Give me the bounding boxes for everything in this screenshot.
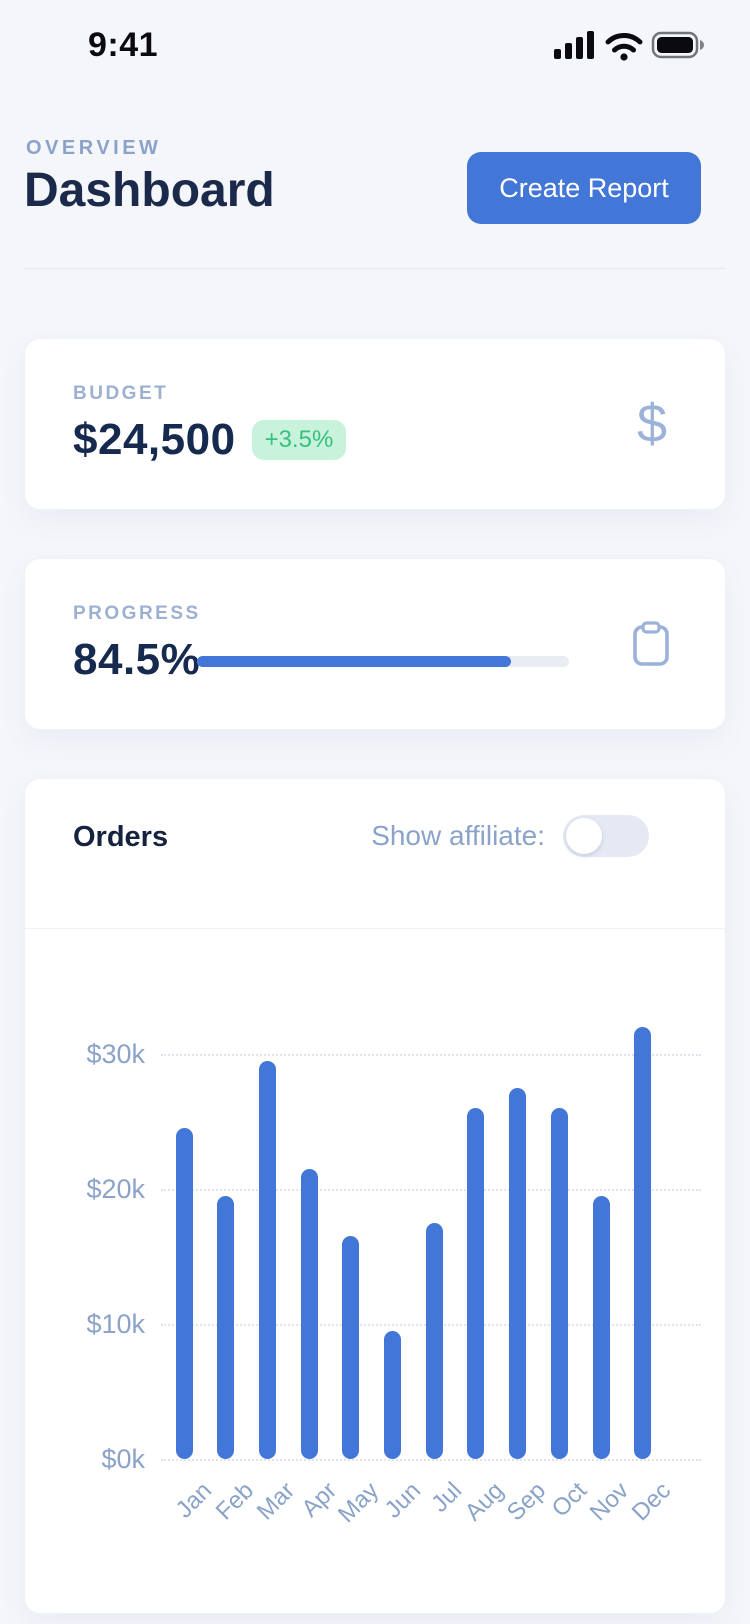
bar-dec [634,1027,652,1459]
signal-icon [554,31,594,59]
bar-may [342,1236,360,1459]
create-report-button[interactable]: Create Report [467,152,701,224]
progress-label: PROGRESS [73,603,201,624]
orders-bar-chart: $0k $10k $20k $30k Jan Feb Mar Apr May Jun Jul Aug S… [25,928,727,1615]
y-axis-tick-label: $20k [86,1174,145,1204]
bar-apr [300,1169,318,1459]
budget-label: BUDGET [73,383,169,404]
bar-nov [592,1196,610,1459]
y-gridline [161,1054,701,1056]
header-divider [24,268,726,269]
orders-header-divider [25,928,727,929]
status-icons [554,31,704,61]
overview-eyebrow: OVERVIEW [26,137,162,159]
y-axis-tick-label: $30k [86,1039,145,1069]
orders-card: Orders Show affiliate: $0k $10k $20k $30k Ja… [24,778,727,1615]
budget-value: $24,500 [73,415,236,464]
budget-card: BUDGET $24,500 +3.5% $ [24,338,726,510]
page-title: Dashboard [24,164,275,217]
bar-jan [175,1128,193,1459]
status-time: 9:41 [88,26,159,64]
progress-value: 84.5% [73,635,201,684]
y-gridline [161,1459,701,1461]
y-gridline [161,1189,701,1191]
y-axis-tick-label: $10k [86,1309,145,1339]
show-affiliate-toggle[interactable] [563,815,649,857]
show-affiliate-label: Show affiliate: [371,820,545,851]
clipboard-icon [633,621,669,666]
budget-delta-badge: +3.5% [251,420,347,460]
bar-feb [217,1196,235,1459]
y-axis-tick-label: $0k [101,1444,145,1474]
bar-aug [467,1108,485,1459]
bar-oct [550,1108,568,1459]
wifi-icon [605,33,643,61]
bar-sep [509,1088,527,1459]
progress-card: PROGRESS 84.5% [24,558,726,730]
bar-mar [258,1061,276,1459]
bar-jul [425,1223,443,1459]
orders-title: Orders [73,821,169,853]
dollar-icon: $ [636,394,667,454]
bar-jun [384,1331,401,1459]
battery-icon [651,31,704,59]
progress-bar-fill [197,656,512,667]
progress-bar-track [197,656,569,667]
toggle-knob [566,818,602,854]
